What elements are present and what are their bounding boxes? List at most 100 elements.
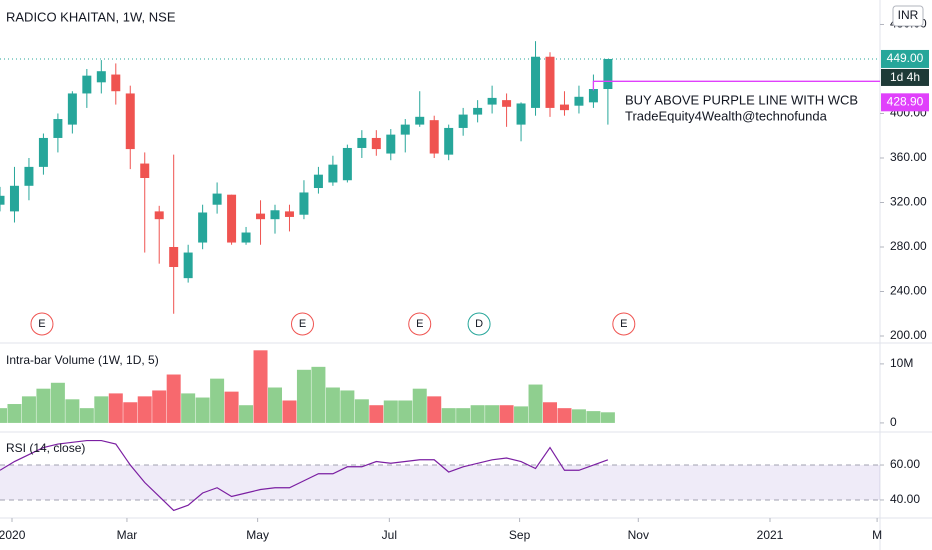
- candle-body: [444, 127, 454, 155]
- x-tick-label: 2020: [0, 528, 26, 542]
- event-label: E: [299, 318, 306, 330]
- volume-bar: [166, 374, 181, 423]
- candle-body: [183, 252, 193, 279]
- volume-bar: [514, 406, 529, 423]
- x-tick-label: Sep: [509, 528, 531, 542]
- volume-bar: [181, 393, 196, 423]
- candle-body: [227, 194, 237, 243]
- candle-body: [0, 195, 5, 205]
- volume-bar: [441, 408, 456, 423]
- y-tick-label: 60.00: [890, 457, 920, 471]
- x-tick-label: 2021: [757, 528, 784, 542]
- event-marker: [291, 312, 314, 336]
- volume-bar: [383, 400, 398, 423]
- plot: 200.00240.00280.00320.00360.00400.00480.…: [0, 17, 929, 542]
- event-label: D: [475, 318, 483, 330]
- candle-body: [9, 185, 19, 212]
- volume-bar: [137, 396, 152, 423]
- volume-bar: [65, 399, 80, 423]
- candle-body: [140, 163, 150, 179]
- event-label: E: [620, 318, 627, 330]
- y-tick-label: 200.00: [890, 328, 927, 342]
- volume-bar: [152, 390, 167, 423]
- last-price-box: [881, 49, 929, 68]
- volume-bar: [586, 411, 601, 423]
- volume-bar: [50, 382, 65, 423]
- y-tick-label: 0: [890, 415, 897, 429]
- y-tick-label: 10M: [890, 356, 913, 370]
- candle-body: [545, 56, 555, 108]
- volume-bar: [108, 393, 123, 423]
- candle-body: [212, 193, 222, 205]
- candle-body: [38, 137, 48, 167]
- volume-bar: [311, 366, 326, 423]
- candle-body: [502, 100, 512, 107]
- y-tick-label: 360.00: [890, 150, 927, 164]
- candle-body: [473, 107, 483, 115]
- candle-body: [559, 104, 569, 111]
- candle-body: [256, 213, 266, 220]
- currency: INR: [898, 8, 919, 22]
- candle-body: [516, 103, 526, 125]
- event-marker: [408, 312, 432, 336]
- volume-bar: [239, 405, 254, 423]
- candle-body: [458, 114, 468, 128]
- volume-bar: [340, 390, 355, 423]
- candle-body: [415, 116, 425, 125]
- candle-body: [299, 192, 309, 215]
- countdown-box: [881, 68, 929, 86]
- y-tick-label: 40.00: [890, 492, 920, 506]
- volume-bar: [571, 409, 586, 423]
- candle-body: [82, 75, 92, 94]
- candle-body: [67, 93, 77, 125]
- candle-body: [313, 174, 323, 189]
- candle-body: [125, 93, 135, 150]
- rsi-band: [0, 465, 880, 500]
- x-tick-label: Jul: [382, 528, 397, 542]
- event-marker: [30, 312, 54, 336]
- event-marker: [612, 312, 636, 336]
- candle-body: [574, 96, 584, 106]
- volume-bar: [557, 408, 572, 423]
- y-tick-label: 280.00: [890, 239, 927, 253]
- volume-bar: [543, 402, 557, 423]
- volume-bar: [296, 369, 311, 423]
- level-line: [592, 80, 880, 91]
- x-tick-label: Mar: [117, 528, 138, 542]
- candle-body: [169, 246, 179, 268]
- candle-body: [96, 71, 106, 83]
- candle-body: [371, 137, 381, 150]
- volume-bar: [94, 396, 109, 423]
- volume-bar: [600, 412, 615, 423]
- volume-bar: [282, 400, 297, 423]
- volume-bar: [36, 388, 51, 423]
- candle-body: [328, 164, 338, 183]
- volume-bar: [412, 388, 427, 423]
- event-label: E: [38, 318, 45, 330]
- volume-bar: [79, 408, 94, 423]
- rsi-line: [0, 439, 609, 512]
- candle-body: [111, 74, 121, 92]
- candle-body: [357, 137, 367, 148]
- candle-body: [270, 210, 280, 220]
- volume-bar: [369, 405, 384, 423]
- level-label: 428.90: [887, 94, 924, 108]
- volume-bar: [210, 378, 225, 423]
- volume-bar: [499, 405, 514, 423]
- chart-title: RADICO KHAITAN, 1W, NSE: [6, 9, 176, 24]
- candle-body: [198, 212, 208, 243]
- candle-body: [386, 134, 396, 154]
- level-box: [881, 93, 929, 112]
- y-tick-label: 320.00: [890, 195, 927, 209]
- volume-bar: [123, 402, 138, 423]
- volume-bar: [485, 405, 500, 423]
- y-tick-label: 240.00: [890, 284, 927, 298]
- candle-body: [284, 211, 294, 217]
- candle-body: [603, 58, 613, 90]
- volume-bar: [325, 387, 340, 423]
- currency-box[interactable]: [892, 5, 924, 27]
- candle-body: [429, 120, 439, 154]
- candle-body: [487, 97, 497, 105]
